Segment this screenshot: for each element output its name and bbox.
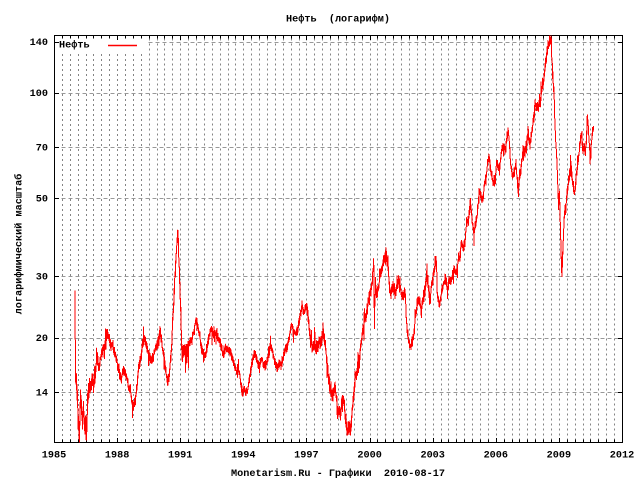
svg-text:2012: 2012 bbox=[610, 451, 634, 462]
svg-text:1985: 1985 bbox=[42, 451, 66, 462]
svg-text:1988: 1988 bbox=[105, 451, 129, 462]
svg-text:100: 100 bbox=[30, 89, 48, 100]
svg-text:1991: 1991 bbox=[168, 451, 192, 462]
svg-text:1997: 1997 bbox=[294, 451, 318, 462]
svg-text:140: 140 bbox=[30, 38, 48, 49]
svg-text:50: 50 bbox=[36, 195, 48, 206]
svg-text:Нефть: Нефть bbox=[59, 39, 90, 52]
svg-text:2006: 2006 bbox=[484, 451, 508, 462]
svg-text:1994: 1994 bbox=[231, 451, 255, 462]
svg-text:2009: 2009 bbox=[547, 451, 571, 462]
svg-text:2003: 2003 bbox=[420, 451, 444, 462]
svg-text:30: 30 bbox=[36, 273, 48, 284]
svg-text:70: 70 bbox=[36, 144, 48, 155]
svg-text:логарифмический масштаб: логарифмический масштаб bbox=[13, 174, 26, 315]
svg-text:20: 20 bbox=[36, 334, 48, 345]
svg-text:Monetarism.Ru - Графики 2010-: Monetarism.Ru - Графики 2010-08-17 bbox=[231, 467, 445, 480]
svg-text:14: 14 bbox=[36, 389, 48, 400]
svg-text:2000: 2000 bbox=[357, 451, 381, 462]
svg-text:Нефть (логарифм): Нефть (логарифм) bbox=[286, 13, 390, 26]
